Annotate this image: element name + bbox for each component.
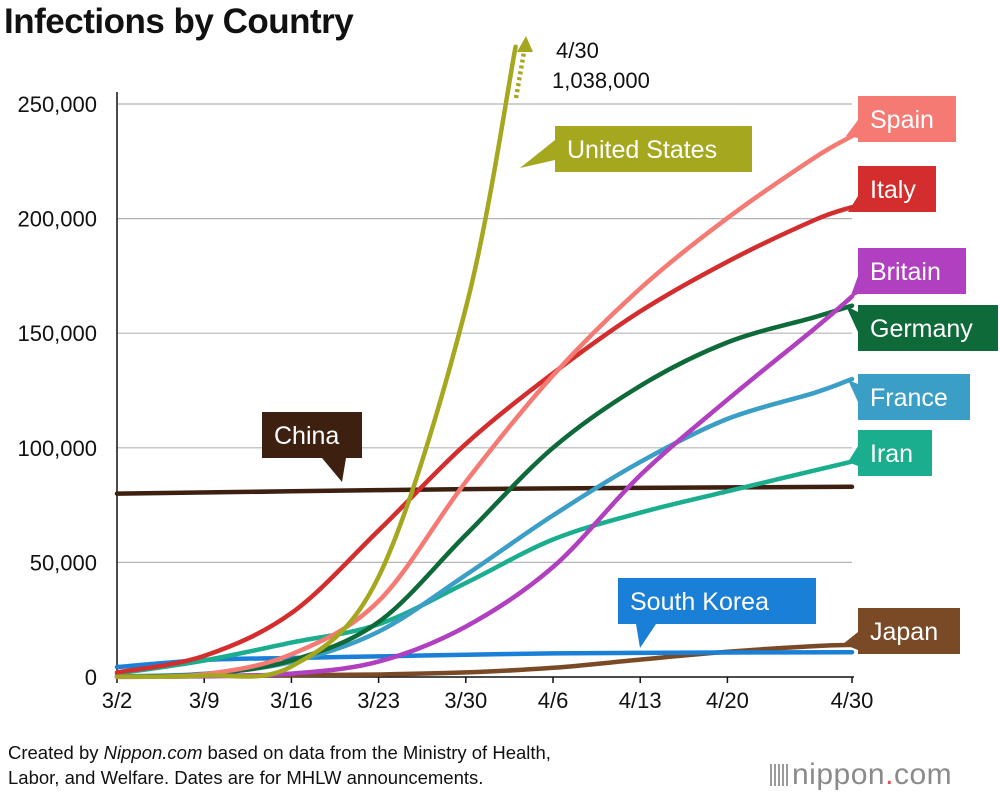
series-label-italy: Italy — [848, 166, 936, 212]
line-chart: 0 50,000 100,000 150,000 200,000 250,000 3/2 3/… — [17, 36, 998, 713]
series-label-text: Iran — [870, 440, 913, 468]
series-label-text: Japan — [870, 618, 938, 646]
label-pointer — [848, 380, 858, 402]
source-name: Nippon.com — [103, 742, 203, 763]
us-arrow-head-icon — [517, 36, 533, 52]
y-tick-label: 0 — [85, 665, 97, 690]
label-box — [858, 166, 936, 212]
label-box — [858, 430, 932, 476]
source-note-line-1: Created by Nippon.com based on data from… — [8, 742, 551, 763]
series-label-text: Germany — [870, 315, 973, 343]
us-callout-date: 4/30 — [556, 38, 599, 63]
series-line-france — [114, 376, 855, 679]
series-label-germany: Germany — [846, 305, 998, 351]
y-tick-label: 100,000 — [17, 436, 97, 461]
x-tick-label: 4/13 — [619, 688, 662, 713]
series-label-france: France — [848, 374, 970, 420]
us-offscale-dotted-line — [513, 51, 527, 99]
label-pointer — [848, 446, 858, 466]
x-tick-label: 3/2 — [102, 688, 133, 713]
series-line-spain — [114, 133, 855, 679]
x-tick-label: 4/30 — [831, 688, 874, 713]
label-box — [858, 608, 960, 654]
series-line-south-korea — [114, 649, 855, 670]
series-label-britain: Britain — [850, 248, 966, 298]
series-line-united-states — [114, 44, 518, 680]
label-box — [858, 96, 956, 142]
series-label-spain: Spain — [846, 96, 956, 142]
label-pointer — [850, 276, 858, 298]
brand-logo: nippon.com — [770, 758, 952, 792]
series-line-germany — [114, 303, 855, 679]
x-tick-label: 4/20 — [706, 688, 749, 713]
series-line-iran — [114, 459, 855, 676]
label-pointer — [843, 632, 858, 650]
series-lines — [114, 44, 855, 680]
x-tick-label: 3/16 — [270, 688, 313, 713]
series-label-text: Britain — [870, 258, 941, 286]
series-label-text: China — [274, 422, 339, 450]
label-pointer — [848, 196, 858, 212]
chart-title: Infections by Country — [4, 2, 354, 41]
overlays: China Japan South Korea Iran France Germany Br… — [262, 36, 998, 654]
y-tick-label: 150,000 — [17, 321, 97, 346]
series-line-italy — [114, 204, 855, 675]
label-pointer — [846, 120, 858, 138]
y-tick-label: 250,000 — [17, 92, 97, 117]
x-tick-label: 3/23 — [357, 688, 400, 713]
series-label-japan: Japan — [843, 608, 960, 654]
axes: 0 50,000 100,000 150,000 200,000 250,000 3/2 3/… — [17, 92, 873, 713]
series-label-united-states: United States — [520, 126, 752, 172]
series-label-south-korea: South Korea — [618, 578, 816, 648]
series-label-text: Italy — [870, 176, 916, 204]
label-pointer — [846, 306, 858, 332]
label-box — [858, 374, 970, 420]
y-tick-label: 50,000 — [30, 550, 97, 575]
x-tick-label: 4/6 — [538, 688, 569, 713]
series-label-text: United States — [567, 136, 717, 164]
label-box — [858, 305, 998, 351]
label-pointer — [322, 458, 346, 482]
x-tick-label: 3/9 — [189, 688, 220, 713]
source-note-line-2: Labor, and Welfare. Dates are for MHLW a… — [8, 767, 484, 788]
series-label-text: South Korea — [630, 588, 769, 616]
series-label-china: China — [262, 412, 362, 482]
label-pointer — [520, 140, 555, 168]
series-line-china — [114, 484, 855, 496]
series-label-text: Spain — [870, 106, 934, 134]
us-callout-value: 1,038,000 — [552, 68, 650, 93]
y-tick-label: 200,000 — [17, 207, 97, 232]
series-label-iran: Iran — [848, 430, 932, 476]
series-label-text: France — [870, 384, 948, 412]
label-box — [618, 578, 816, 624]
logo-bars-icon — [770, 764, 788, 786]
label-pointer — [636, 624, 656, 648]
source-note: Created by Nippon.com based on data from… — [8, 740, 768, 790]
x-tick-label: 3/30 — [444, 688, 487, 713]
label-box — [262, 412, 362, 458]
label-box — [858, 248, 966, 294]
label-box — [555, 126, 752, 172]
